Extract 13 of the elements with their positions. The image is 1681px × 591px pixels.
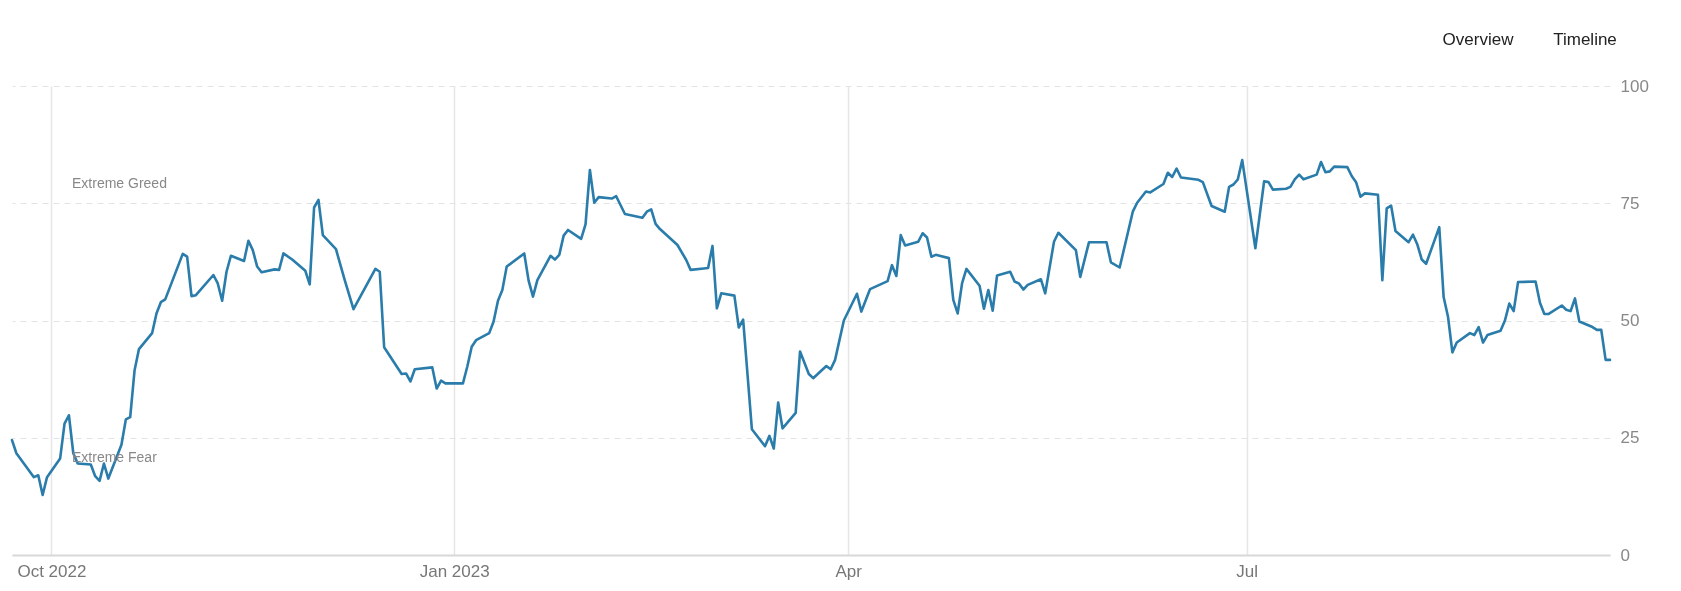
x-tick-label: Jul <box>1236 561 1258 581</box>
x-tick-label: Jan 2023 <box>419 561 490 581</box>
y-tick-label: 25 <box>1620 428 1640 448</box>
text: Overview <box>1442 30 1515 49</box>
y-tick-label: 100 <box>1620 76 1649 96</box>
y-tick-label: 0 <box>1620 545 1630 565</box>
line-series <box>10 158 1612 497</box>
y-tick-label: 50 <box>1620 311 1640 330</box>
x-tick-label: Apr <box>835 561 863 581</box>
annotation: Extreme Greed <box>72 175 167 191</box>
x-tick-label: Oct 2022 <box>17 561 87 581</box>
text: Timeline <box>1553 30 1617 49</box>
y-tick-label: 75 <box>1620 193 1640 213</box>
